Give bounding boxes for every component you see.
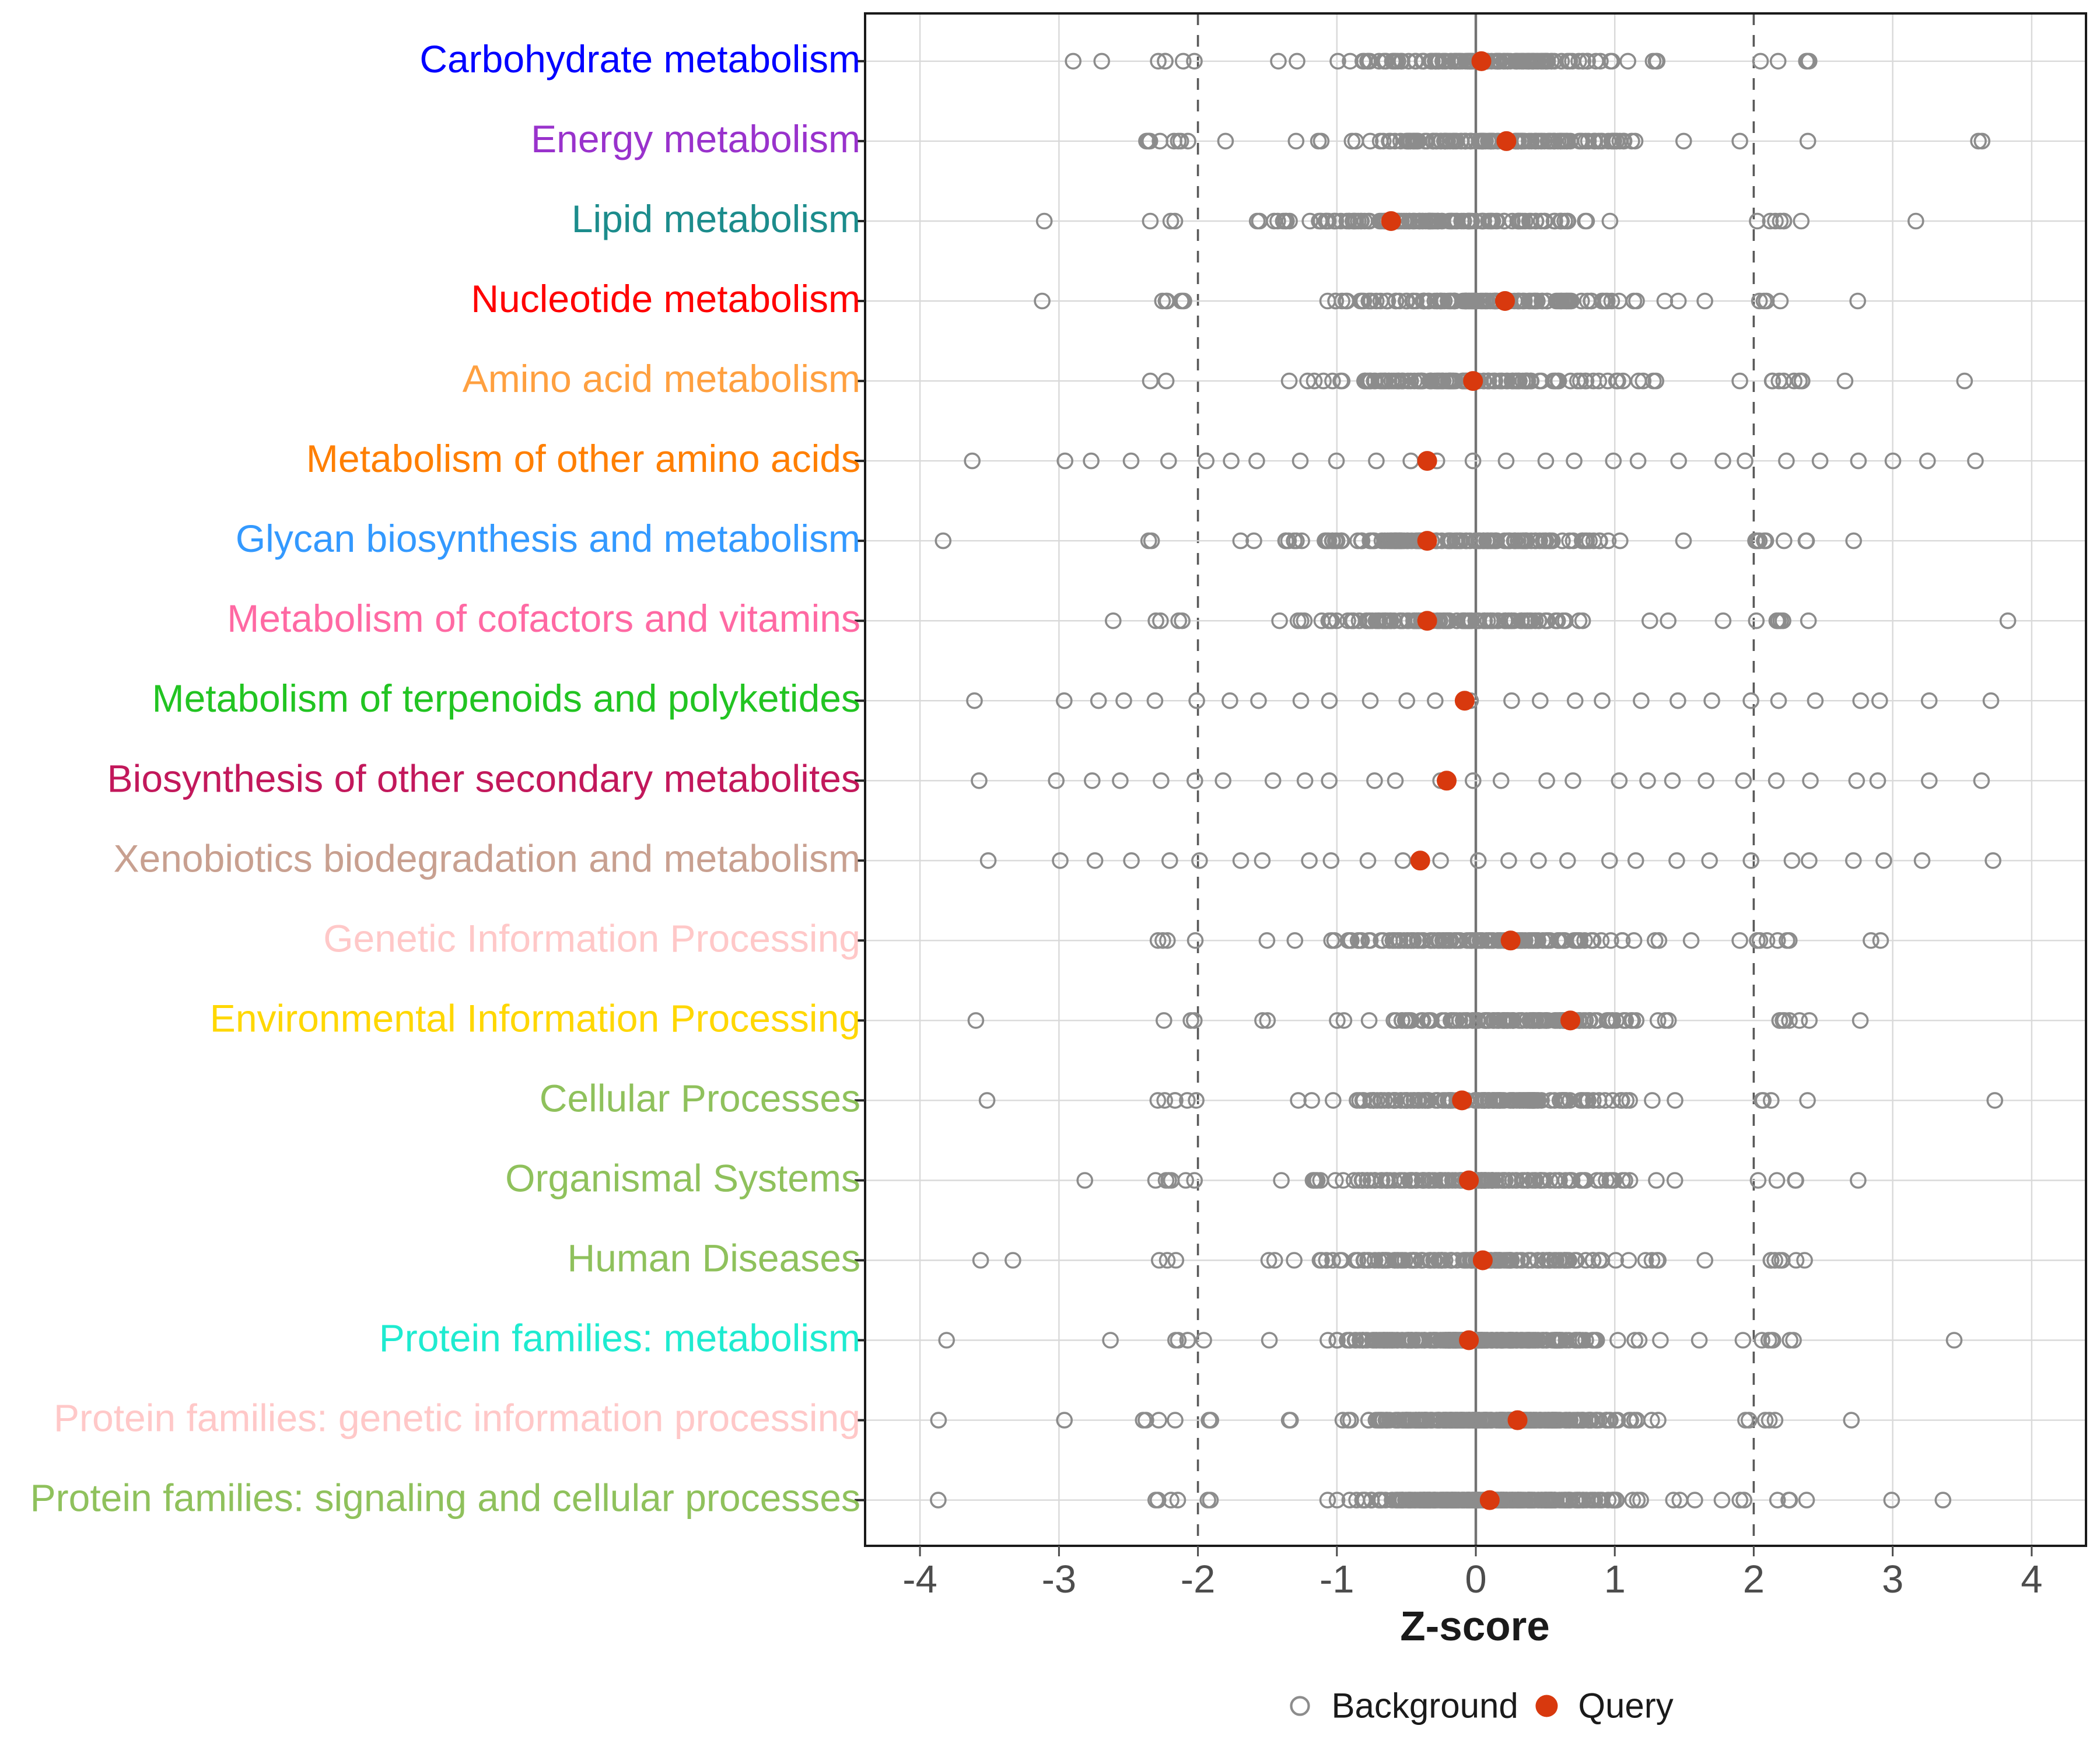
- svg-text:Organismal Systems: Organismal Systems: [505, 1157, 860, 1200]
- svg-text:Human Diseases: Human Diseases: [567, 1237, 860, 1280]
- svg-text:4: 4: [2021, 1558, 2042, 1601]
- svg-text:-3: -3: [1042, 1558, 1077, 1601]
- svg-text:Xenobiotics biodegradation and: Xenobiotics biodegradation and metabolis…: [114, 836, 861, 880]
- svg-text:Protein families: metabolism: Protein families: metabolism: [379, 1317, 860, 1360]
- svg-text:Metabolism of terpenoids and p: Metabolism of terpenoids and polyketides: [152, 677, 860, 720]
- svg-text:Amino acid metabolism: Amino acid metabolism: [463, 357, 860, 400]
- svg-text:Nucleotide metabolism: Nucleotide metabolism: [471, 277, 860, 320]
- svg-text:-4: -4: [902, 1558, 937, 1601]
- svg-text:Metabolism of cofactors and vi: Metabolism of cofactors and vitamins: [227, 597, 860, 640]
- svg-text:Lipid metabolism: Lipid metabolism: [572, 197, 860, 240]
- svg-text:Glycan biosynthesis and metabo: Glycan biosynthesis and metabolism: [236, 517, 860, 560]
- svg-text:Z-score: Z-score: [1400, 1604, 1549, 1650]
- svg-text:Protein families: signaling an: Protein families: signaling and cellular…: [30, 1476, 860, 1520]
- svg-text:1: 1: [1604, 1558, 1626, 1601]
- svg-text:Biosynthesis of other secondar: Biosynthesis of other secondary metaboli…: [107, 757, 860, 800]
- svg-text:Query: Query: [1578, 1686, 1673, 1726]
- svg-text:-2: -2: [1181, 1558, 1216, 1601]
- svg-text:Cellular Processes: Cellular Processes: [540, 1076, 860, 1119]
- svg-text:0: 0: [1465, 1558, 1486, 1601]
- svg-text:2: 2: [1743, 1558, 1765, 1601]
- svg-text:Environmental Information Proc: Environmental Information Processing: [210, 996, 860, 1040]
- svg-text:3: 3: [1882, 1558, 1903, 1601]
- svg-text:Carbohydrate metabolism: Carbohydrate metabolism: [419, 37, 860, 80]
- svg-text:Metabolism of other amino acid: Metabolism of other amino acids: [306, 437, 860, 480]
- svg-text:Genetic Information Processing: Genetic Information Processing: [323, 916, 860, 960]
- svg-text:Protein families: genetic info: Protein families: genetic information pr…: [54, 1396, 860, 1440]
- svg-text:Background: Background: [1332, 1686, 1518, 1726]
- svg-text:-1: -1: [1320, 1558, 1354, 1601]
- svg-text:Energy metabolism: Energy metabolism: [531, 117, 860, 160]
